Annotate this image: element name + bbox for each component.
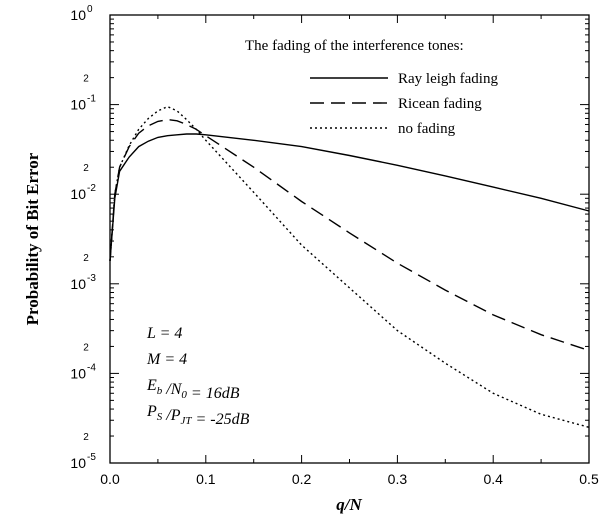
legend-title: The fading of the interference tones:	[245, 38, 464, 54]
x-tick-label: 0.3	[388, 471, 408, 487]
y-tick-label: 10	[70, 186, 86, 202]
y-tick-exponent: -2	[87, 183, 96, 194]
y-axis-title: Probability of Bit Error	[23, 152, 42, 325]
x-tick-label: 0.4	[483, 471, 503, 487]
annotation-0: L = 4	[146, 325, 182, 342]
y-tick-exponent: -4	[87, 362, 96, 373]
annotation-1: M = 4	[146, 351, 187, 368]
x-tick-label: 0.2	[292, 471, 312, 487]
y-tick-label: 10	[70, 365, 86, 381]
y-tick-label: 10	[70, 7, 86, 23]
legend-label-1: Ricean fading	[398, 96, 482, 112]
series-line-2	[109, 105, 590, 428]
y-tick-exponent: -5	[87, 452, 96, 463]
axis-ticks	[109, 14, 590, 464]
legend: Ray leigh fading Ricean fading no fading	[310, 71, 498, 137]
series-line-1	[109, 118, 590, 352]
y-minor-label: 2	[83, 432, 89, 443]
y-tick-label: 10	[70, 276, 86, 292]
y-minor-label: 2	[83, 253, 89, 264]
series-lines	[109, 105, 590, 428]
legend-label-0: Ray leigh fading	[398, 71, 498, 87]
y-minor-label: 2	[83, 74, 89, 85]
x-axis-title: q/N	[336, 495, 362, 514]
y-tick-label: 10	[70, 97, 86, 113]
annotation-3: PS /PJT = -25dB	[146, 403, 250, 428]
legend-label-2: no fading	[398, 121, 456, 137]
y-tick-label: 10	[70, 455, 86, 471]
x-tick-labels: 0.0 0.1 0.2 0.3 0.4 0.5	[100, 471, 599, 487]
annotation-2: Eb /N0 = 16dB	[146, 377, 240, 402]
x-tick-label: 0.0	[100, 471, 120, 487]
y-minor-label: 2	[83, 163, 89, 174]
x-tick-label: 0.5	[579, 471, 599, 487]
series-line-0	[109, 133, 590, 261]
y-tick-exponent: -3	[87, 273, 96, 284]
y-tick-exponent: 0	[87, 4, 93, 15]
x-tick-label: 0.1	[196, 471, 216, 487]
y-minor-label: 2	[83, 342, 89, 353]
y-tick-exponent: -1	[87, 94, 96, 105]
